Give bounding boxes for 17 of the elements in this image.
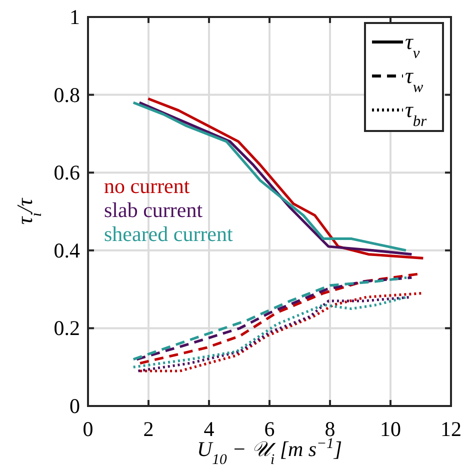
text: no current [104, 174, 190, 198]
annotation: τ$_{w}$ [405, 63, 424, 96]
annotation: τ$_{ν}$ [405, 29, 420, 62]
y-tick-label: 0 [70, 394, 80, 418]
y-tick-label: 0.6 [54, 160, 80, 185]
text: sheared current [104, 222, 234, 246]
y-tick-label: 0.4 [54, 238, 80, 262]
x-tick-label: 4 [204, 417, 215, 441]
x-tick-label: 12 [440, 417, 462, 441]
y-tick-label: 0.2 [54, 316, 80, 340]
annotation: τ$_{br}$ [405, 97, 428, 130]
text: slab current [104, 198, 203, 222]
x-tick-label: 10 [380, 417, 401, 441]
x-tick-label: 2 [143, 417, 154, 441]
x-tick-label: 6 [264, 417, 275, 441]
y-tick-label: 0.8 [54, 82, 80, 107]
y-tick-label: 1 [70, 5, 80, 29]
